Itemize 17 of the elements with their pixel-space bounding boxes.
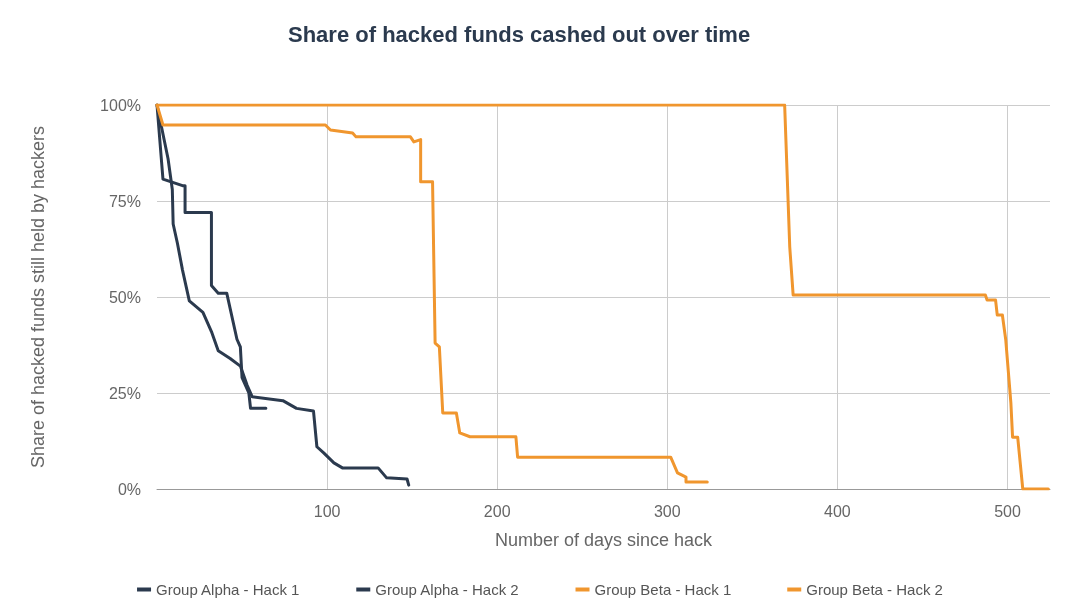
y-tick-label: 100% xyxy=(100,96,141,114)
x-tick-label: 100 xyxy=(313,502,341,520)
chart-title: Share of hacked funds cashed out over time xyxy=(288,21,751,47)
y-axis-title: Share of hacked funds still held by hackers xyxy=(28,125,48,469)
x-tick-label: 200 xyxy=(483,502,511,520)
x-tick-label: 400 xyxy=(824,502,851,520)
y-tick-label: 25% xyxy=(108,384,141,402)
x-axis-title: Number of days since hack xyxy=(494,530,714,550)
legend-label: Group Alpha - Hack 1 xyxy=(156,581,300,598)
legend-label: Group Beta - Hack 1 xyxy=(594,581,732,598)
y-tick-label: 0% xyxy=(117,480,141,498)
x-tick-label: 300 xyxy=(653,502,681,520)
y-tick-label: 75% xyxy=(108,192,141,210)
legend-label: Group Alpha - Hack 2 xyxy=(375,581,519,598)
y-tick-label: 50% xyxy=(108,288,141,306)
x-tick-label: 500 xyxy=(994,502,1021,520)
legend-label: Group Beta - Hack 2 xyxy=(806,581,943,598)
